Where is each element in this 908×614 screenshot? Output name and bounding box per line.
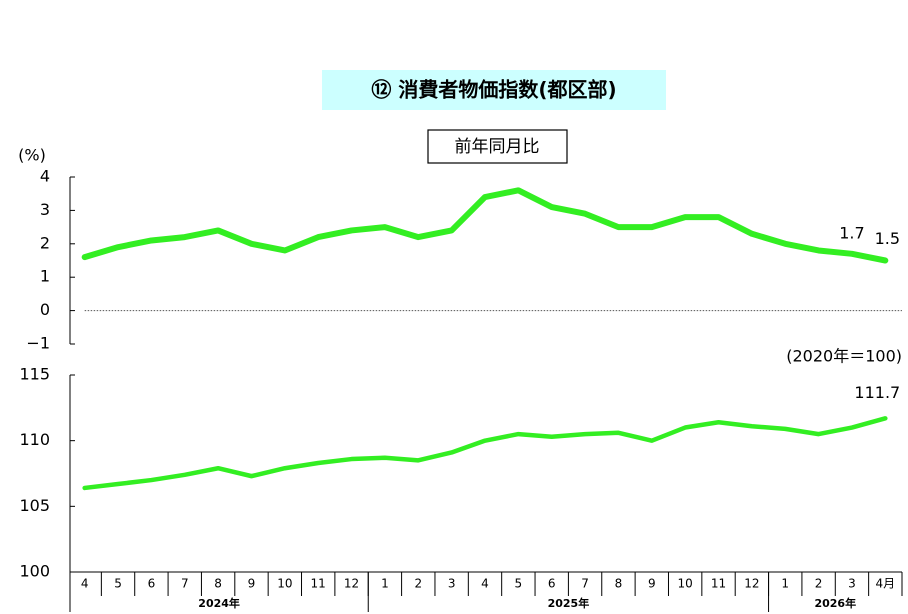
y-axis-label: (%) [18, 146, 46, 165]
x-tick-label: 8 [615, 577, 623, 591]
y-tick-label: 3 [40, 200, 50, 219]
y-tick-label: 0 [40, 300, 50, 319]
x-tick-label: 5 [114, 577, 122, 591]
x-tick-label: 9 [648, 577, 656, 591]
y-tick-label: 115 [19, 365, 50, 384]
x-tick-label: 2 [815, 577, 823, 591]
x-tick-label: 11 [711, 577, 726, 591]
x-tick-label: 11 [311, 577, 326, 591]
title-box [322, 70, 666, 110]
y-tick-label: 100 [19, 562, 50, 581]
y-tick-label: 110 [19, 430, 50, 449]
x-tick-label: 4 [481, 577, 489, 591]
x-tick-label: 7 [581, 577, 589, 591]
x-tick-label: 7 [181, 577, 189, 591]
line-series [82, 416, 888, 491]
data-label: 1.7 [839, 223, 864, 242]
subtitle: 前年同月比 [455, 137, 540, 157]
x-tick-label: 10 [277, 577, 292, 591]
x-tick-label: 4 [81, 577, 89, 591]
y-tick-label: 105 [19, 496, 50, 515]
x-tick-label: 12 [344, 577, 359, 591]
x-tick-label: 1 [781, 577, 789, 591]
unit-note: (2020年＝100) [786, 347, 902, 366]
x-tick-label: 9 [248, 577, 256, 591]
data-label: 111.7 [854, 383, 900, 402]
x-tick-label: 4月 [875, 577, 895, 591]
x-group-label: 2024年 [198, 596, 240, 610]
chart-title: ⑫ 消費者物価指数(都区部) [371, 78, 616, 102]
x-tick-label: 6 [148, 577, 156, 591]
x-group-label: 2025年 [548, 596, 590, 610]
x-tick-label: 10 [678, 577, 693, 591]
x-tick-label: 3 [848, 577, 856, 591]
x-tick-label: 3 [448, 577, 456, 591]
x-group-label: 2026年 [814, 596, 856, 610]
x-tick-label: 1 [381, 577, 389, 591]
y-tick-label: −1 [26, 334, 50, 353]
y-tick-label: 1 [40, 267, 50, 286]
y-tick-label: 4 [40, 167, 50, 186]
data-label: 1.5 [875, 229, 900, 248]
x-tick-label: 6 [548, 577, 556, 591]
x-tick-label: 12 [744, 577, 759, 591]
x-tick-label: 2 [414, 577, 422, 591]
x-tick-label: 8 [214, 577, 222, 591]
x-tick-label: 5 [515, 577, 523, 591]
y-tick-label: 2 [40, 233, 50, 252]
subtitle-box [427, 129, 568, 164]
line-series [81, 187, 889, 264]
